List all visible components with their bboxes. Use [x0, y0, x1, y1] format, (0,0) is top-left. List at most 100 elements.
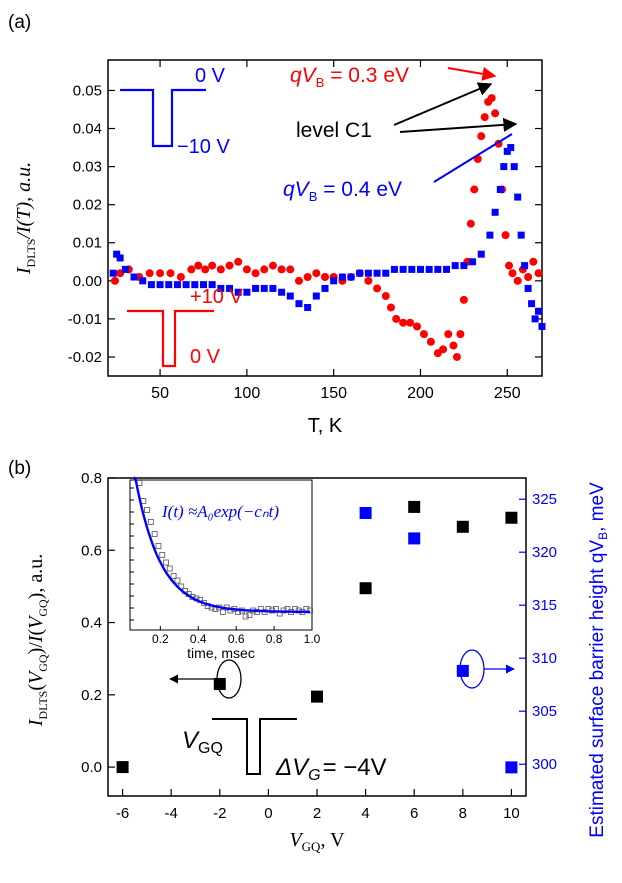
red-data-point [466, 219, 475, 228]
panel-a-ylabel-rest: /I(T), a.u. [13, 162, 35, 240]
red-data-point [439, 345, 448, 354]
panel-b-xtick-label: 4 [361, 805, 369, 822]
panel-b-ytick-left-label: 0.0 [81, 759, 102, 776]
blue-data-point [330, 277, 338, 285]
panel-a-marks [109, 94, 546, 361]
blue-data-point [139, 277, 147, 285]
red-data-point [456, 330, 465, 339]
inset-xlabel: time, msec [187, 645, 255, 661]
black-data-point [311, 690, 323, 703]
panel-a-xtick-label: 50 [151, 385, 169, 402]
red-data-point [459, 295, 468, 304]
panel-a-ytick-label: -0.02 [68, 349, 102, 366]
red-data-point [156, 269, 165, 278]
red-data-point [201, 265, 210, 274]
blue-data-point [538, 323, 546, 331]
panel-a-label: (a) [8, 12, 31, 33]
blue-data-point [408, 532, 421, 545]
blue-data-point [531, 315, 539, 323]
panel-b-ytick-right-label: 320 [532, 544, 557, 561]
panel-a-xtick-label: 150 [320, 385, 347, 402]
red-data-point [145, 269, 154, 278]
black-data-point [505, 511, 518, 524]
inset-xtick-label: 0.8 [266, 632, 283, 646]
red-data-point [166, 269, 175, 278]
panel-b-ytick-right-label: 315 [532, 597, 557, 614]
panel-a-ytick-label: 0.03 [73, 159, 102, 176]
red-data-point [487, 94, 496, 103]
blue-data-point [524, 284, 532, 292]
panel-a-ytick-label: 0.04 [73, 121, 102, 138]
vgq-label: VGQ [182, 727, 223, 757]
blue-data-point [356, 269, 364, 277]
black-data-point [359, 582, 372, 595]
red-data-point [419, 330, 428, 339]
blue-data-point [182, 281, 190, 289]
blue-data-point [517, 231, 525, 239]
blue-data-point [234, 288, 242, 296]
blue-data-point [260, 284, 268, 292]
panel-a-xtick-label: 100 [234, 385, 261, 402]
red-data-point [260, 265, 269, 274]
panel-b-ytick-right-label: 310 [532, 650, 557, 667]
red-data-point [242, 265, 251, 274]
red-data-point [524, 273, 533, 282]
panel-a-ticks: 50 100 150 200 250 -0.02 -0.01 0.00 0.01 0.02 0.03… [68, 60, 542, 402]
inset-plot: 0.2 0.4 0.6 0.8 1.0 [129, 476, 321, 646]
blue-data-point [130, 273, 138, 281]
level-arrow-blue-peak [399, 117, 518, 133]
blue-data-point [510, 163, 518, 171]
panel-b-plot: -6 -4 -2 0 2 4 6 8 10 0.0 0.2 0.4 0.6 0.8 300 305 310 315… [81, 470, 557, 822]
red-data-point [452, 352, 461, 361]
blue-data-point [338, 273, 346, 281]
panel-a-ytick-label: 0.01 [73, 235, 102, 252]
blue-data-point [434, 265, 442, 273]
blue-data-point [191, 281, 199, 289]
red-series-label: qVB = 0.3 eV [290, 64, 409, 90]
red-data-point [444, 330, 453, 339]
blue-data-point [226, 284, 234, 292]
black-data-point [116, 761, 129, 774]
blue-data-point [208, 281, 216, 289]
blue-data-point [425, 265, 433, 273]
blue-series-label: qVB = 0.4 eV [283, 178, 402, 204]
red-data-point [194, 261, 203, 270]
inset-data-point [170, 573, 177, 579]
blue-data-point [278, 288, 286, 296]
panel-a-plot: 50 100 150 200 250 -0.02 -0.01 0.00 0.01 0.02 0.03… [68, 59, 546, 402]
delta-vg-label: ΔVG= −4V [275, 754, 387, 784]
inset-xtick-label: 0.2 [152, 632, 169, 646]
red-label-arrow [447, 66, 497, 81]
red-data-point [491, 109, 500, 118]
panel-a-ytick-label: -0.01 [68, 311, 102, 328]
panel-a-frame [107, 59, 543, 377]
panel-b-xlabel: VGQ, V [289, 829, 345, 854]
red-data-point [413, 322, 422, 331]
red-data-point [321, 273, 329, 282]
panel-a-ytick-label: 0.02 [73, 197, 102, 214]
blue-data-point [252, 284, 260, 292]
red-data-point [470, 185, 479, 194]
blue-data-point [507, 144, 515, 152]
blue-data-point [147, 281, 155, 289]
blue-data-point [295, 300, 303, 308]
blue-data-point [269, 284, 277, 292]
red-data-point [176, 273, 185, 282]
blue-data-point [491, 208, 499, 216]
red-data-point [373, 284, 382, 293]
black-data-point [213, 677, 226, 690]
red-pulse-bottom-label: 0 V [190, 346, 221, 368]
red-data-point [477, 132, 486, 141]
panel-b-ticks: -6 -4 -2 0 2 4 6 8 10 0.0 0.2 0.4 0.6 0.8 300 305 310 315… [81, 470, 557, 822]
red-data-point [426, 337, 435, 346]
panel-b-ylabel-right: Estimated surface barrier height qVB, me… [587, 482, 610, 838]
blue-data-point [156, 281, 164, 289]
blue-data-point [443, 265, 451, 273]
blue-data-point [416, 265, 424, 273]
blue-data-point [503, 147, 511, 155]
blue-label-pointer [433, 133, 513, 183]
red-data-point [449, 341, 458, 350]
panel-b-ytick-right-label: 300 [532, 756, 557, 773]
panel-b-ytick-left-label: 0.2 [81, 687, 102, 704]
